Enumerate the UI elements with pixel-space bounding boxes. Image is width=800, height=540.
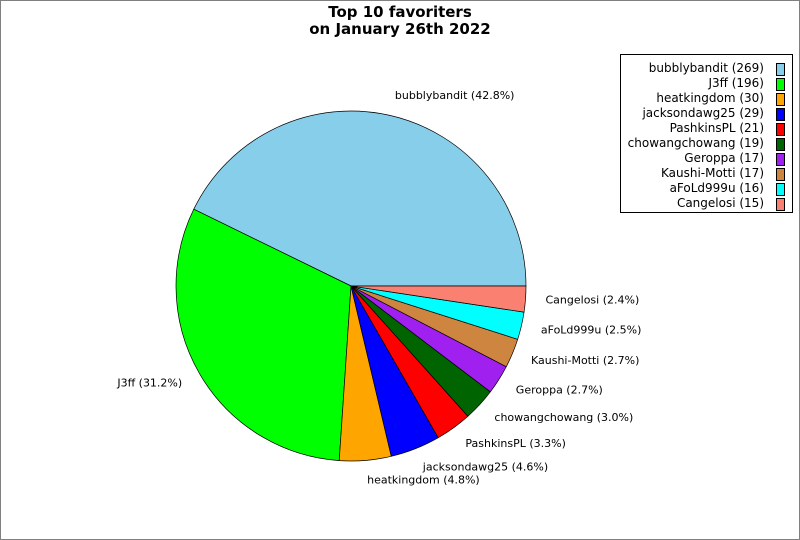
pie-label-jacksondawg25: jacksondawg25 (4.6%) [422,460,548,473]
legend-label: aFoLd999u (16) [669,181,764,195]
pie-label-cangelosi: Cangelosi (2.4%) [546,294,640,307]
legend-label: Cangelosi (15) [676,196,764,210]
legend-swatch [776,78,785,91]
legend-swatch [776,63,785,76]
chart-title: Top 10 favoriters on January 26th 2022 [1,4,799,38]
pie-labels: bubblybandit (42.8%) J3ff (31.2%) heatking… [116,89,641,486]
pie-slices [175,110,527,462]
legend: bubblybandit (269) J3ff (196) heatkingdom … [620,54,793,213]
legend-label: J3ff (196) [708,76,764,90]
legend-item-heatkingdom: heatkingdom (30) [621,90,794,106]
legend-swatch [776,183,785,196]
legend-swatch [776,153,785,166]
pie-label-geroppa: Geroppa (2.7%) [516,383,603,396]
legend-label: PashkinsPL (21) [669,121,764,135]
pie-slice-cangelosi [350,285,527,313]
legend-swatch [776,93,785,106]
pie-label-kaushi-motti: Kaushi-Motti (2.7%) [531,354,639,367]
legend-item-j3ff: J3ff (196) [621,75,794,91]
legend-swatch [776,123,785,136]
legend-item-afold999u: aFoLd999u (16) [621,180,794,196]
legend-label: chowangchowang (19) [627,136,764,150]
legend-label: Kaushi-Motti (17) [660,166,764,180]
pie-label-bubblybandit: bubblybandit (42.8%) [395,89,515,102]
legend-item-kaushi-motti: Kaushi-Motti (17) [621,165,794,181]
pie-label-j3ff: J3ff (31.2%) [116,377,182,390]
legend-label: bubblybandit (269) [648,61,764,75]
legend-swatch [776,108,785,121]
legend-item-cangelosi: Cangelosi (15) [621,195,794,211]
legend-item-geroppa: Geroppa (17) [621,150,794,166]
chart-title-line-1: Top 10 favoriters [328,3,472,21]
legend-item-jacksondawg25: jacksondawg25 (29) [621,105,794,121]
legend-item-chowangchowang: chowangchowang (19) [621,135,794,151]
chart-title-line-2: on January 26th 2022 [309,20,491,38]
legend-swatch [776,168,785,181]
pie-label-heatkingdom: heatkingdom (4.8%) [367,473,480,486]
pie-label-chowangchowang: chowangchowang (3.0%) [494,411,633,424]
legend-item-bubblybandit: bubblybandit (269) [621,60,794,76]
legend-label: Geroppa (17) [684,151,764,165]
legend-label: heatkingdom (30) [656,91,764,105]
pie-label-pashkinspl: PashkinsPL (3.3%) [465,437,566,450]
legend-label: jacksondawg25 (29) [642,106,764,120]
pie-slice-bubblybandit [193,110,527,287]
legend-swatch [776,138,785,151]
legend-swatch [776,198,785,211]
pie-label-afold999u: aFoLd999u (2.5%) [541,323,642,336]
pie-slice-j3ff [175,208,352,461]
legend-item-pashkinspl: PashkinsPL (21) [621,120,794,136]
